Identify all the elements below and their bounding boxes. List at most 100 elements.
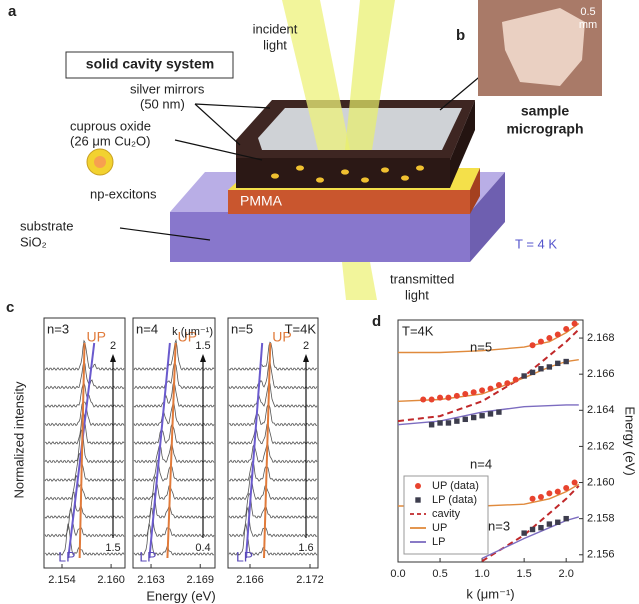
spectrum — [44, 401, 125, 427]
diagram: a b solid cavity system incident light s… — [8, 0, 602, 302]
scale-label: mm — [579, 19, 597, 31]
spectrum — [133, 507, 215, 538]
point — [538, 524, 544, 531]
point — [529, 495, 536, 502]
y-axis-label: Normalized intensity — [11, 381, 26, 499]
point — [462, 416, 468, 423]
up-guide — [166, 342, 177, 559]
exciton — [416, 165, 424, 171]
point — [462, 391, 469, 398]
annotation: n=4 — [470, 456, 492, 471]
lp-label: LP — [58, 549, 75, 565]
up-guide — [78, 342, 86, 559]
spectrum — [44, 491, 125, 519]
point — [437, 394, 444, 401]
exciton — [401, 175, 409, 181]
system-box — [65, 51, 234, 79]
micrograph-caption: micrograph — [506, 121, 583, 137]
up-label: UP — [178, 329, 197, 345]
lp-label: LP — [139, 549, 156, 565]
micrograph-flake — [502, 8, 585, 86]
spectra-frame — [132, 317, 216, 569]
mirrors-label: silver mirrors — [130, 81, 205, 96]
substrate-label: SiO₂ — [20, 234, 47, 249]
spectrum — [133, 442, 215, 464]
series-line — [397, 404, 579, 560]
spectrum — [228, 341, 318, 371]
pointers — [119, 67, 491, 241]
spectrum — [228, 492, 318, 519]
point — [546, 335, 553, 342]
k-bottom: 1.5 — [105, 542, 120, 554]
x-tick-label: 2.0 — [559, 568, 574, 580]
x-tick-label: 2.172 — [296, 574, 324, 586]
k-top: 1.5 — [195, 340, 210, 352]
y-tick-label: 2.166 — [587, 368, 615, 380]
x-tick-label: 2.154 — [48, 574, 76, 586]
point — [428, 422, 435, 428]
spectrum — [228, 522, 318, 556]
annotation: n=3 — [488, 518, 510, 533]
legend-label: LP (data) — [432, 494, 477, 506]
y-tick-label: 2.162 — [587, 440, 615, 452]
incident-label: incident — [253, 21, 298, 36]
point — [437, 420, 443, 426]
lp-guide — [245, 342, 264, 559]
lp-guide — [148, 342, 171, 559]
point — [563, 358, 569, 365]
spectrum — [133, 523, 215, 556]
point — [538, 366, 544, 372]
spectrum — [229, 506, 318, 538]
pointer — [194, 103, 241, 146]
spectrum — [133, 475, 214, 501]
point — [487, 411, 494, 417]
point — [571, 479, 578, 486]
point — [454, 418, 460, 424]
scale-label: 0.5 — [580, 6, 595, 18]
spectra-frame — [43, 317, 126, 569]
x-axis-label: k (μm⁻¹) — [466, 586, 514, 601]
spectrum — [228, 361, 318, 390]
exciton — [271, 173, 279, 179]
point — [555, 360, 561, 367]
transmitted-beam — [342, 262, 377, 300]
annotation: n=5 — [470, 339, 492, 354]
chart-title: T=4K — [402, 323, 434, 338]
exciton — [341, 169, 349, 175]
substrate-side — [470, 172, 505, 262]
spectrum — [228, 380, 318, 408]
panel-label: b — [456, 27, 465, 44]
point — [521, 373, 527, 379]
spectrum — [44, 427, 125, 464]
up-label: UP — [87, 329, 106, 345]
point — [555, 519, 561, 525]
k-top: 2 — [110, 340, 116, 352]
point — [554, 331, 561, 338]
n-label: n=4 — [136, 321, 158, 336]
point — [453, 392, 460, 399]
point — [546, 364, 553, 370]
spectrum — [228, 459, 318, 482]
spectrum — [44, 452, 125, 482]
point — [529, 369, 536, 376]
incident-beam — [282, 0, 350, 150]
excitons-label: np-excitons — [90, 186, 157, 201]
legend-marker — [415, 483, 421, 489]
k-top: 2 — [303, 340, 309, 352]
legend-label: cavity — [432, 508, 461, 520]
x-tick-label: 0.0 — [390, 568, 405, 580]
temperature-label: T = 4 K — [515, 236, 557, 251]
spectrum — [44, 339, 125, 371]
point — [445, 420, 452, 426]
spectrum — [133, 492, 215, 519]
oxide-label: (26 μm Cu₂O) — [70, 133, 150, 148]
point — [479, 387, 486, 394]
point — [521, 530, 527, 536]
k-unit: k (μm⁻¹) — [172, 326, 213, 338]
point — [563, 515, 569, 522]
spectrum — [228, 474, 318, 501]
panel-label: d — [372, 313, 381, 330]
y-tick-label: 2.160 — [587, 476, 615, 488]
pointer — [174, 139, 263, 161]
n-label: n=3 — [47, 321, 69, 336]
